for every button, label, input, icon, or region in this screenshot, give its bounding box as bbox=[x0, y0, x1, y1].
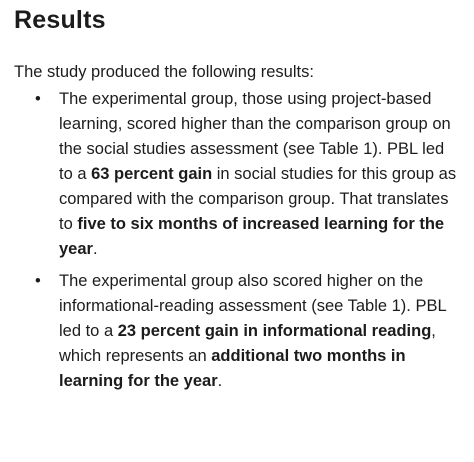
bullet-marker: • bbox=[35, 272, 41, 290]
result-item-1-bold-1: 63 percent gain bbox=[91, 165, 213, 183]
result-item-1-text-2: in social studies for this group as comp… bbox=[59, 165, 457, 233]
result-item-1: • The experimental group, those using pr… bbox=[14, 87, 462, 262]
result-item-2-text-2: , which represents an bbox=[59, 322, 436, 365]
bullet-marker: • bbox=[35, 90, 41, 108]
intro-paragraph: The study produced the following results… bbox=[14, 63, 314, 81]
result-item-2-text-3: . bbox=[217, 372, 223, 390]
result-item-2-bold-1: 23 percent gain in informational reading bbox=[117, 322, 432, 340]
result-item-2: • The experimental group also scored hig… bbox=[14, 269, 462, 394]
result-item-1-text-1: The experimental group, those using proj… bbox=[59, 90, 451, 183]
section-heading: Results bbox=[14, 6, 106, 34]
results-list: • The experimental group, those using pr… bbox=[14, 87, 462, 394]
result-item-2-bold-2: additional two months in learning for th… bbox=[59, 347, 406, 390]
result-item-1-text-3: . bbox=[92, 240, 98, 258]
result-item-1-bold-2: five to six months of increased learning… bbox=[59, 215, 445, 258]
result-item-2-text-1: The experimental group also scored highe… bbox=[59, 272, 447, 340]
